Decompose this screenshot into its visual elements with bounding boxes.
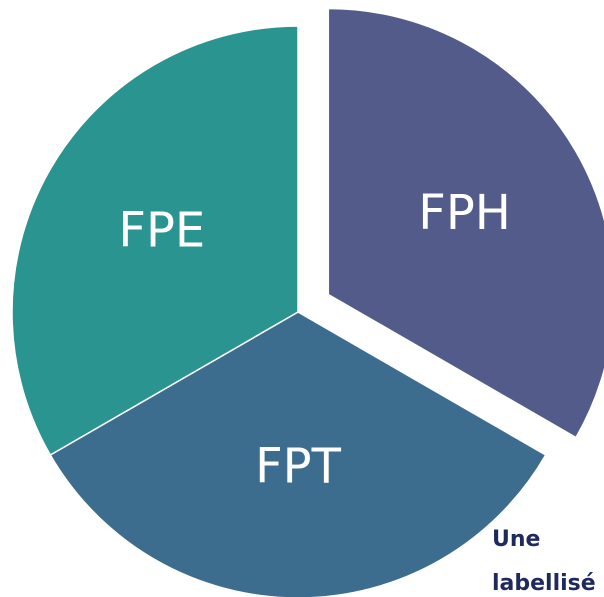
pie-slice — [327, 7, 604, 439]
annotation: Une — [492, 527, 540, 552]
slice-label: FPH — [418, 185, 511, 241]
pie-slice — [49, 311, 547, 597]
slice-label: FPT — [255, 438, 342, 494]
pie-slice — [11, 25, 299, 457]
slice-label: FPE — [118, 202, 205, 258]
annotation: labellisé — [492, 571, 596, 596]
pie — [11, 7, 604, 597]
